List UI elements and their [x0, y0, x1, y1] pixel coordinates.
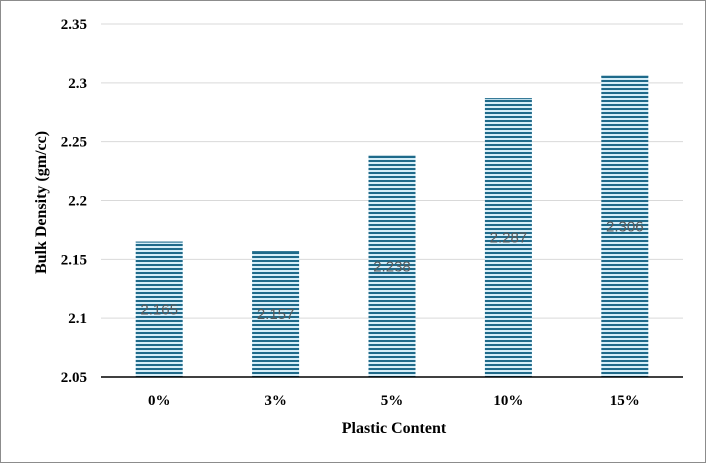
data-label: 2.287	[490, 230, 528, 247]
bar-5pct	[368, 155, 416, 377]
x-tick-label: 10%	[493, 393, 523, 409]
data-label: 2.165	[140, 301, 178, 318]
data-label: 2.306	[606, 218, 644, 235]
y-tick-label: 2.1	[68, 311, 87, 327]
y-tick-label: 2.25	[61, 135, 87, 151]
axes: 2.05 2.1 2.15 2.2 2.25 2.3 2.35 0% 3% 5% 10% 15%	[61, 17, 683, 409]
x-axis-title: Plastic Content	[342, 420, 447, 437]
bar-15pct	[601, 75, 649, 378]
y-axis-title: Bulk Density (gm/cc)	[33, 131, 50, 274]
x-tick-label: 5%	[381, 393, 404, 409]
y-tick-label: 2.3	[68, 76, 87, 92]
x-tick-label: 0%	[148, 393, 171, 409]
y-tick-label: 2.2	[68, 194, 87, 210]
y-tick-label: 2.15	[61, 252, 87, 268]
data-label: 2.157	[257, 306, 295, 323]
bars	[135, 75, 649, 378]
y-tick-label: 2.05	[61, 370, 87, 386]
data-label: 2.238	[373, 258, 411, 275]
gridlines	[101, 23, 683, 319]
x-tick-label: 15%	[610, 393, 640, 409]
y-tick-label: 2.35	[61, 17, 87, 33]
bar-0pct	[135, 241, 183, 377]
x-tick-label: 3%	[264, 393, 287, 409]
data-labels: 2.165 2.157 2.238 2.287 2.306	[140, 218, 643, 323]
bar-3pct	[252, 251, 300, 377]
bar-10pct	[484, 98, 532, 377]
